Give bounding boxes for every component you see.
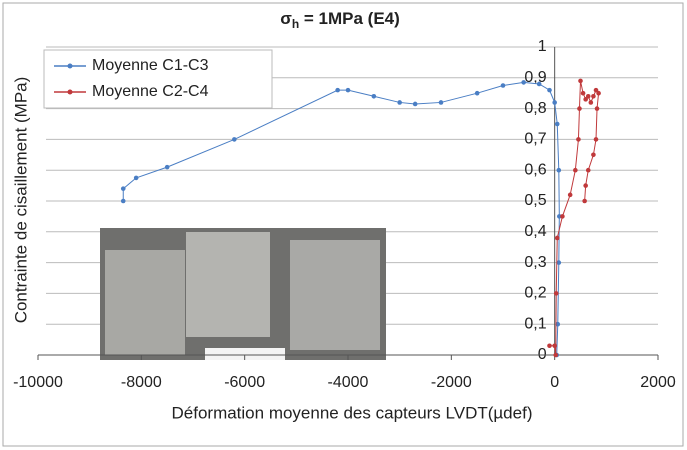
data-point bbox=[593, 137, 599, 142]
data-point bbox=[596, 90, 601, 96]
data-point bbox=[593, 87, 599, 93]
data-point bbox=[583, 97, 588, 102]
data-point bbox=[594, 106, 600, 111]
data-point bbox=[585, 93, 591, 99]
data-point bbox=[554, 235, 560, 241]
legend-label: Moyenne C2-C4 bbox=[92, 83, 209, 100]
x-tick-label: 0 bbox=[550, 374, 559, 391]
data-point bbox=[560, 214, 565, 219]
data-point bbox=[567, 192, 573, 198]
data-point bbox=[474, 90, 480, 96]
data-point bbox=[583, 183, 588, 188]
y-tick-label: 0,8 bbox=[524, 100, 546, 117]
y-tick-label: 0,7 bbox=[524, 131, 546, 148]
x-tick-label: -6000 bbox=[224, 374, 265, 391]
data-point bbox=[556, 167, 562, 173]
data-point bbox=[547, 87, 552, 93]
data-point bbox=[556, 260, 562, 265]
data-point bbox=[577, 106, 582, 111]
legend: Moyenne C1-C3 Moyenne C2-C4 bbox=[43, 49, 273, 109]
data-point bbox=[553, 291, 559, 296]
data-point bbox=[335, 87, 340, 93]
data-point bbox=[553, 352, 558, 358]
y-tick-label: 0,2 bbox=[524, 285, 546, 302]
data-point bbox=[552, 100, 557, 105]
data-point bbox=[412, 101, 418, 107]
data-point bbox=[573, 167, 578, 173]
data-point bbox=[578, 78, 583, 84]
data-point bbox=[120, 186, 126, 191]
data-point bbox=[585, 167, 591, 173]
y-tick-label: 0,9 bbox=[524, 69, 546, 86]
data-point bbox=[345, 87, 351, 93]
data-point bbox=[371, 93, 377, 99]
x-tick-label: 2000 bbox=[640, 374, 676, 391]
data-point bbox=[397, 100, 402, 105]
y-tick-label: 0,4 bbox=[524, 223, 546, 240]
y-tick-label: 0,6 bbox=[524, 161, 546, 178]
data-point bbox=[555, 321, 561, 327]
data-point bbox=[588, 100, 594, 105]
data-point bbox=[547, 343, 552, 349]
y-tick-label: 0,1 bbox=[524, 315, 546, 332]
data-point bbox=[576, 137, 581, 142]
data-point bbox=[591, 93, 596, 99]
data-point bbox=[582, 198, 587, 204]
data-point bbox=[552, 343, 557, 349]
x-tick-label: -4000 bbox=[328, 374, 369, 391]
data-point bbox=[438, 100, 444, 105]
data-point bbox=[521, 80, 526, 85]
x-axis-label: Déformation moyenne des capteurs LVDT(µd… bbox=[172, 403, 533, 422]
y-tick-label: 0,5 bbox=[524, 192, 546, 209]
legend-label: Moyenne C1-C3 bbox=[92, 57, 209, 74]
chart-title: σh = 1MPa (E4) bbox=[280, 9, 400, 31]
data-point bbox=[536, 81, 542, 87]
y-tick-label: 0,3 bbox=[524, 254, 546, 271]
legend-marker bbox=[67, 63, 73, 69]
legend-marker bbox=[67, 89, 73, 95]
data-point bbox=[164, 164, 170, 170]
y-axis-label: Contrainte de cisaillement (MPa) bbox=[11, 77, 30, 324]
x-tick-label: -2000 bbox=[431, 374, 472, 391]
data-point bbox=[554, 121, 560, 127]
data-point bbox=[580, 90, 586, 96]
data-point bbox=[120, 198, 126, 204]
x-tick-label: -10000 bbox=[13, 374, 63, 391]
data-point bbox=[232, 137, 237, 142]
data-point bbox=[133, 175, 139, 181]
photo-inset bbox=[100, 228, 386, 360]
data-point bbox=[591, 152, 596, 158]
x-tick-label: -8000 bbox=[121, 374, 162, 391]
series-line bbox=[549, 80, 600, 356]
y-tick-label: 1 bbox=[538, 38, 547, 55]
data-point bbox=[500, 83, 506, 88]
